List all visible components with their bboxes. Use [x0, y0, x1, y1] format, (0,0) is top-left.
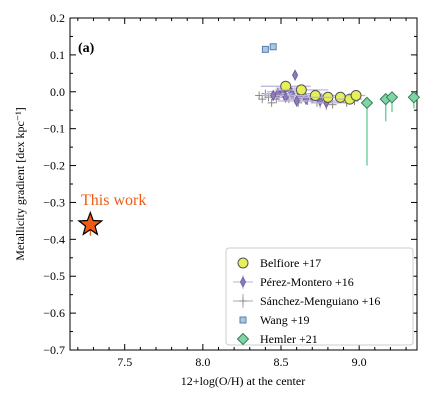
- x-tick-label: 8.5: [274, 355, 289, 369]
- legend-box: [225, 247, 414, 346]
- this-work-star: [77, 210, 104, 236]
- legend-label: Sánchez-Menguiano +16: [260, 294, 380, 308]
- belfiore-marker: [295, 84, 307, 96]
- legend-label: Wang +19: [260, 313, 309, 327]
- legend-item: Sánchez-Menguiano +16: [233, 294, 380, 308]
- panel-label: (a): [78, 41, 95, 56]
- legend-item: Hemler +21: [236, 332, 318, 346]
- x-tick-label: 8.0: [195, 355, 210, 369]
- legend-item: Pérez-Montero +16: [233, 275, 354, 289]
- series-circle: [260, 80, 366, 105]
- hemler-marker: [385, 91, 399, 104]
- wang-marker: [239, 316, 247, 324]
- perez-montero-marker: [293, 95, 300, 107]
- belfiore-marker: [280, 80, 292, 92]
- wang-marker: [269, 43, 277, 51]
- this-work-annotation: This work: [81, 192, 146, 209]
- perez-montero-marker: [270, 89, 277, 102]
- hemler-marker: [407, 91, 421, 104]
- legend: Belfiore +17 Pérez-Montero +16 Sánchez-Men…: [225, 247, 414, 346]
- wang-marker: [261, 45, 269, 53]
- series-diamond: [360, 91, 421, 166]
- data-points: [77, 43, 421, 236]
- belfiore-marker: [334, 91, 346, 103]
- x-tick-label: 7.5: [117, 355, 132, 369]
- perez-montero-marker: [274, 87, 281, 100]
- y-tick-label: −0.6: [43, 306, 65, 320]
- y-tick-label: −0.5: [43, 269, 65, 283]
- belfiore-marker: [350, 89, 362, 101]
- y-tick-label: −0.1: [43, 122, 65, 136]
- x-tick-label: 9.0: [352, 355, 367, 369]
- legend-label: Hemler +21: [260, 332, 318, 346]
- axis-ticks: 7.5 8.0 8.5 9.0 0.2 0.1 0.0 −0.1 −0.2 −0.3 −0.4 −0.…: [43, 11, 417, 369]
- y-tick-label: 0.1: [50, 48, 65, 62]
- perez-montero-marker: [239, 276, 247, 288]
- legend-item: Belfiore +17: [237, 256, 321, 270]
- hemler-marker: [236, 332, 250, 346]
- y-tick-label: −0.2: [43, 159, 65, 173]
- series-square: [261, 43, 277, 53]
- y-tick-label: 0.2: [50, 11, 65, 25]
- perez-montero-marker: [292, 69, 299, 82]
- belfiore-marker: [237, 257, 249, 269]
- legend-label: Pérez-Montero +16: [260, 275, 354, 289]
- series-star: [77, 210, 104, 236]
- y-tick-label: 0.0: [50, 85, 65, 99]
- belfiore-marker: [309, 89, 321, 101]
- y-axis-label: Metallicity gradient [dex kpc⁻¹]: [13, 107, 27, 261]
- y-tick-label: −0.4: [43, 232, 65, 246]
- legend-item: Wang +19: [239, 313, 309, 327]
- y-tick-label: −0.3: [43, 195, 65, 209]
- x-axis-label: 12+log(O/H) at the center: [181, 374, 305, 388]
- hemler-marker: [360, 96, 374, 110]
- legend-label: Belfiore +17: [260, 256, 321, 270]
- y-tick-label: −0.7: [43, 343, 65, 357]
